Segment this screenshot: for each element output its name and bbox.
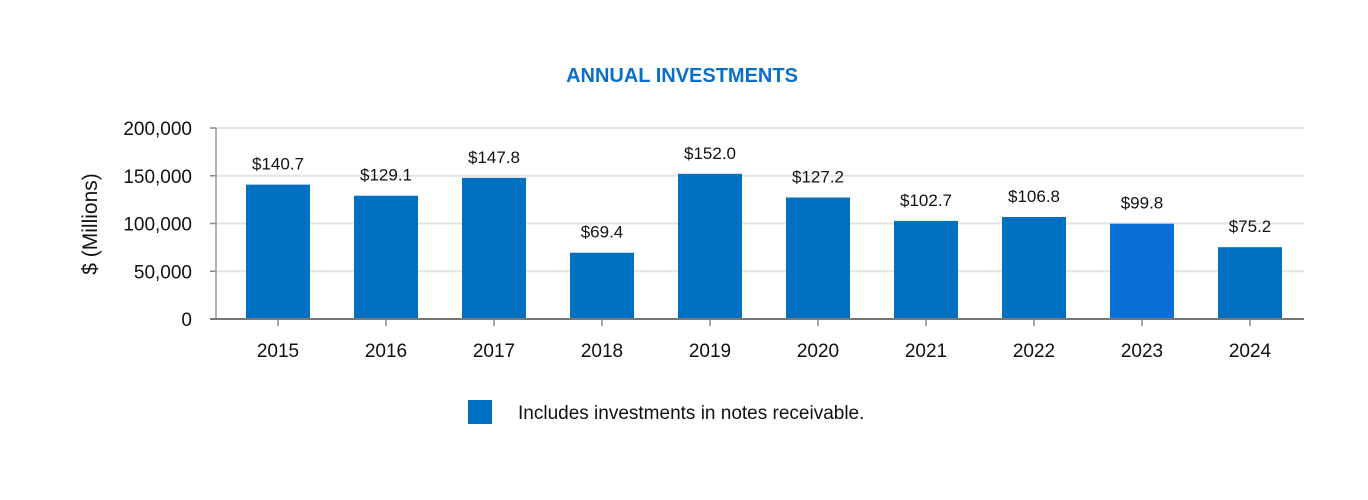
- bar-2019: [678, 173, 742, 319]
- y-tick-label: 150,000: [123, 167, 192, 188]
- x-tick-label: 2015: [257, 341, 299, 362]
- bar-2017: [462, 177, 526, 319]
- x-tick-label: 2023: [1121, 341, 1163, 362]
- data-label: $127.2: [792, 168, 844, 187]
- data-label: $99.8: [1121, 194, 1164, 213]
- x-tick-label: 2022: [1013, 341, 1055, 362]
- data-label: $147.8: [468, 148, 520, 167]
- bar-2022: [1002, 217, 1066, 319]
- y-axis-label: $ (Millions): [79, 173, 102, 275]
- y-tick-label: 0: [181, 310, 192, 331]
- legend-swatch: [468, 400, 492, 424]
- bar-2016: [354, 195, 418, 319]
- x-tick-label: 2018: [581, 341, 623, 362]
- data-label: $106.8: [1008, 187, 1060, 206]
- y-tick-label: 50,000: [134, 262, 192, 283]
- chart-title: ANNUAL INVESTMENTS: [566, 65, 798, 87]
- x-tick-label: 2020: [797, 341, 839, 362]
- data-label: $75.2: [1229, 217, 1272, 236]
- bar-2018: [570, 252, 634, 319]
- data-label: $69.4: [581, 223, 624, 242]
- x-tick-label: 2021: [905, 341, 947, 362]
- bar-2024: [1218, 247, 1282, 319]
- data-label: $102.7: [900, 191, 952, 210]
- legend: Includes investments in notes receivable…: [468, 400, 864, 424]
- x-tick-label: 2024: [1229, 341, 1272, 362]
- bar-2015: [246, 184, 310, 319]
- data-label: $129.1: [360, 166, 412, 185]
- data-label: $140.7: [252, 155, 304, 174]
- x-tick-label: 2019: [689, 341, 731, 362]
- bar-2021: [894, 220, 958, 319]
- bar-2023: [1110, 223, 1174, 319]
- bar-2020: [786, 197, 850, 319]
- legend-label: Includes investments in notes receivable…: [518, 403, 864, 424]
- y-tick-label: 100,000: [123, 215, 192, 236]
- x-tick-label: 2017: [473, 341, 515, 362]
- x-tick-label: 2016: [365, 341, 407, 362]
- y-tick-label: 200,000: [123, 119, 192, 140]
- data-label: $152.0: [684, 144, 736, 163]
